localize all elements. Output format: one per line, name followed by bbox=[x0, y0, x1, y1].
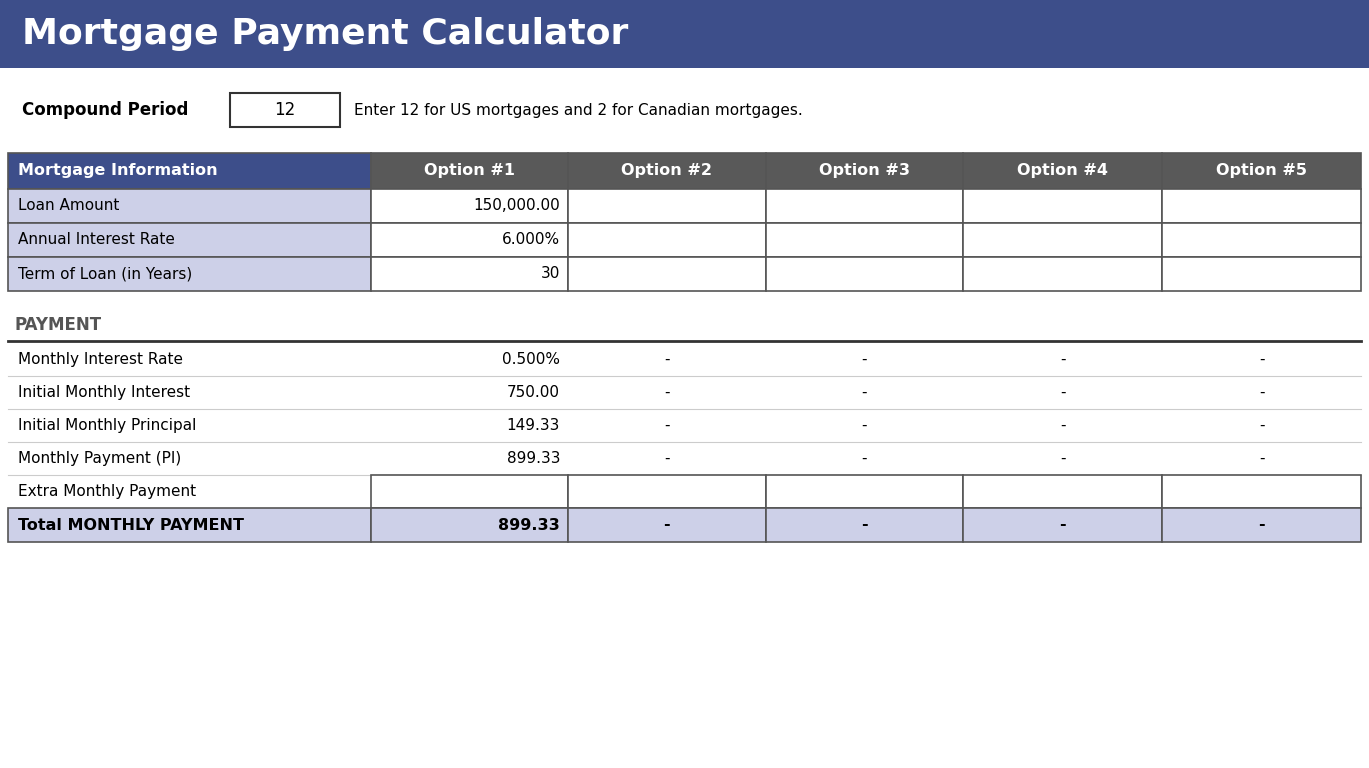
Text: Mortgage Payment Calculator: Mortgage Payment Calculator bbox=[22, 17, 628, 51]
Bar bbox=[371, 257, 568, 291]
Bar bbox=[1162, 508, 1361, 542]
Bar bbox=[371, 508, 568, 542]
Bar bbox=[568, 257, 765, 291]
Text: -: - bbox=[1060, 352, 1065, 367]
Text: PAYMENT: PAYMENT bbox=[14, 316, 101, 334]
Text: Compound Period: Compound Period bbox=[22, 101, 189, 119]
Text: -: - bbox=[1060, 451, 1065, 466]
Text: 150,000.00: 150,000.00 bbox=[474, 198, 560, 214]
Text: -: - bbox=[1060, 418, 1065, 433]
Text: -: - bbox=[1259, 385, 1265, 400]
Text: Option #3: Option #3 bbox=[819, 164, 910, 178]
Bar bbox=[371, 189, 568, 223]
Bar bbox=[765, 189, 964, 223]
Text: -: - bbox=[1060, 385, 1065, 400]
Text: 0.500%: 0.500% bbox=[502, 352, 560, 367]
Text: -: - bbox=[1060, 518, 1066, 532]
Bar bbox=[568, 475, 765, 508]
Text: 750.00: 750.00 bbox=[507, 385, 560, 400]
Text: Option #5: Option #5 bbox=[1216, 164, 1307, 178]
Text: -: - bbox=[1258, 518, 1265, 532]
Bar bbox=[371, 475, 568, 508]
Text: -: - bbox=[861, 418, 867, 433]
Text: -: - bbox=[861, 385, 867, 400]
Bar bbox=[964, 475, 1162, 508]
Bar bbox=[8, 223, 371, 257]
Bar bbox=[964, 189, 1162, 223]
Text: -: - bbox=[664, 418, 669, 433]
Text: -: - bbox=[861, 352, 867, 367]
Bar bbox=[765, 508, 964, 542]
Text: 149.33: 149.33 bbox=[507, 418, 560, 433]
Bar bbox=[964, 508, 1162, 542]
Text: 899.33: 899.33 bbox=[498, 518, 560, 532]
Text: -: - bbox=[664, 518, 671, 532]
Text: Initial Monthly Interest: Initial Monthly Interest bbox=[18, 385, 190, 400]
Bar bbox=[964, 257, 1162, 291]
Text: Extra Monthly Payment: Extra Monthly Payment bbox=[18, 484, 196, 499]
Text: -: - bbox=[861, 451, 867, 466]
Bar bbox=[0, 0, 1369, 68]
Text: 6.000%: 6.000% bbox=[502, 233, 560, 247]
Bar bbox=[8, 189, 371, 223]
Text: Option #2: Option #2 bbox=[622, 164, 712, 178]
Bar bbox=[1162, 153, 1361, 189]
Text: Term of Loan (in Years): Term of Loan (in Years) bbox=[18, 266, 192, 282]
Text: 899.33: 899.33 bbox=[507, 451, 560, 466]
Bar bbox=[371, 153, 568, 189]
Bar bbox=[964, 223, 1162, 257]
Text: -: - bbox=[861, 518, 868, 532]
Text: Annual Interest Rate: Annual Interest Rate bbox=[18, 233, 175, 247]
Bar bbox=[568, 508, 765, 542]
Text: Monthly Interest Rate: Monthly Interest Rate bbox=[18, 352, 183, 367]
Text: -: - bbox=[1259, 352, 1265, 367]
Bar bbox=[8, 508, 371, 542]
Text: -: - bbox=[664, 385, 669, 400]
Bar bbox=[1162, 189, 1361, 223]
Text: Enter 12 for US mortgages and 2 for Canadian mortgages.: Enter 12 for US mortgages and 2 for Cana… bbox=[355, 102, 802, 118]
Text: -: - bbox=[664, 352, 669, 367]
Text: Mortgage Information: Mortgage Information bbox=[18, 164, 218, 178]
Bar bbox=[230, 93, 340, 127]
Bar bbox=[8, 257, 371, 291]
Text: Initial Monthly Principal: Initial Monthly Principal bbox=[18, 418, 196, 433]
Bar bbox=[765, 153, 964, 189]
Text: Option #1: Option #1 bbox=[424, 164, 515, 178]
Bar bbox=[568, 153, 765, 189]
Text: Monthly Payment (PI): Monthly Payment (PI) bbox=[18, 451, 181, 466]
Bar bbox=[765, 475, 964, 508]
Text: 12: 12 bbox=[274, 101, 296, 119]
Bar bbox=[964, 153, 1162, 189]
Bar bbox=[765, 223, 964, 257]
Bar bbox=[1162, 257, 1361, 291]
Text: 30: 30 bbox=[541, 266, 560, 282]
Text: Option #4: Option #4 bbox=[1017, 164, 1108, 178]
Bar bbox=[568, 223, 765, 257]
Bar bbox=[568, 189, 765, 223]
Text: -: - bbox=[1259, 418, 1265, 433]
Bar bbox=[765, 257, 964, 291]
Text: Loan Amount: Loan Amount bbox=[18, 198, 119, 214]
Text: Total MONTHLY PAYMENT: Total MONTHLY PAYMENT bbox=[18, 518, 244, 532]
Bar bbox=[1162, 475, 1361, 508]
Bar bbox=[371, 223, 568, 257]
Bar bbox=[8, 153, 371, 189]
Text: -: - bbox=[1259, 451, 1265, 466]
Text: -: - bbox=[664, 451, 669, 466]
Bar bbox=[1162, 223, 1361, 257]
